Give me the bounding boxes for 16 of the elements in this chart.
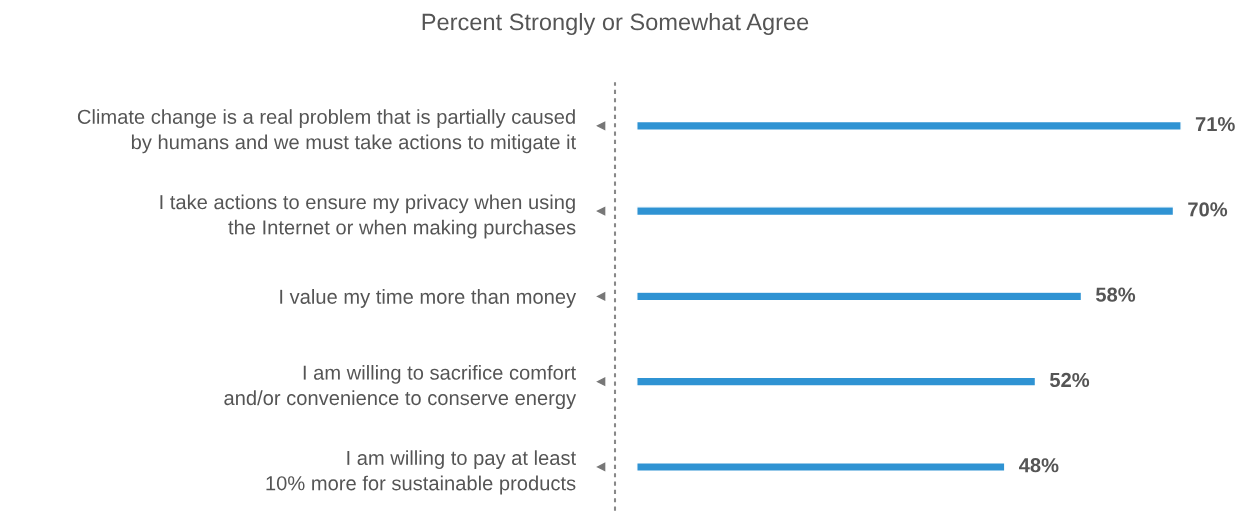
data-label: 70% (1188, 202, 1228, 217)
y-tick-label: I take actions to ensure my privacy when using the Internet or when making purchases (160, 194, 576, 239)
bar (636, 120, 1182, 131)
bar (636, 291, 1083, 302)
data-label: 48% (1019, 458, 1059, 473)
data-label: 58% (1095, 287, 1136, 302)
y-tick-label: I am willing to sacrifice comfort and/or convenience to conserve energy (224, 365, 577, 410)
chart-title: Percent Strongly or Somewhat Agree (422, 13, 809, 36)
y-tick-label: I value my time more than money (280, 289, 577, 308)
bar (636, 206, 1175, 217)
bar (636, 462, 1006, 472)
data-label: 71% (1195, 117, 1235, 132)
bar (636, 376, 1037, 387)
data-label: 52% (1049, 372, 1090, 388)
y-tick-label: Climate change is a real problem that is partially caused by humans and we must take actions to mitigate it (77, 109, 576, 154)
y-tick-label: I am willing to pay at least 10% more for sustainable products (266, 450, 576, 495)
